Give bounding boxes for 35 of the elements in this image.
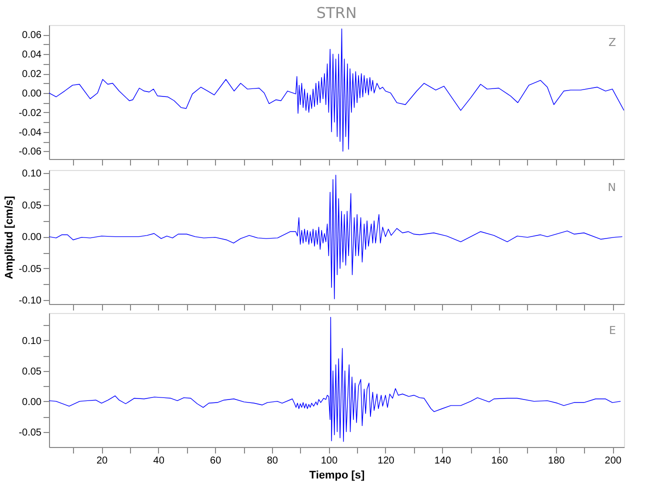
y-tick-label: -0.05 — [18, 264, 42, 275]
y-tick-label: -0.04 — [18, 127, 42, 138]
x-tick-label: 160 — [491, 456, 508, 466]
line-series — [49, 174, 623, 300]
y-tick-label: -0.05 — [18, 427, 42, 438]
y-tick-label: 0.05 — [22, 366, 42, 378]
line-series — [49, 316, 621, 442]
x-axis-title: Tiempo [s] — [309, 470, 366, 482]
y-tick-label: 0.00 — [22, 232, 42, 244]
x-tick-label: 40 — [153, 456, 165, 466]
line-series — [49, 28, 624, 152]
y-tick-label: -0.06 — [18, 146, 42, 158]
y-tick-label: 0.10 — [22, 168, 42, 180]
y-axis-title: Amplitud [cm/s] — [4, 196, 16, 280]
y-tick-label: 0.10 — [22, 336, 42, 347]
x-tick-label: 200 — [604, 456, 622, 466]
x-tick-label: 80 — [266, 456, 278, 466]
chart-title: STRN — [316, 4, 357, 22]
x-tick-label: 140 — [434, 456, 452, 466]
y-tick-label: -0.02 — [18, 108, 42, 119]
x-tick-label: 120 — [378, 456, 395, 466]
y-tick-label: 0.05 — [22, 200, 42, 212]
y-tick-label: 0.02 — [22, 69, 42, 80]
x-tick-label: 60 — [210, 456, 222, 466]
y-tick-label: 0.00 — [22, 88, 42, 100]
annotation: Z — [608, 36, 616, 49]
annotation: N — [608, 181, 616, 194]
y-tick-label: 0.04 — [22, 50, 42, 61]
annotation: E — [609, 324, 616, 337]
y-tick-label: -0.10 — [18, 296, 42, 307]
x-tick-label: 20 — [96, 456, 108, 466]
y-tick-label: 0.00 — [22, 396, 42, 408]
x-tick-label: 180 — [548, 456, 566, 466]
x-tick-label: 100 — [320, 456, 338, 466]
y-tick-label: 0.06 — [22, 30, 42, 42]
